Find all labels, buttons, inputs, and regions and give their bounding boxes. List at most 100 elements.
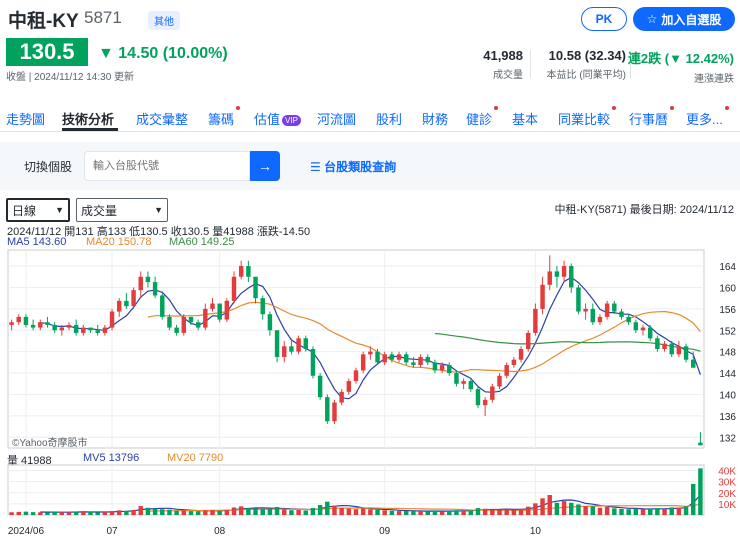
x-tick-label: 09 bbox=[379, 526, 391, 537]
tab-chips[interactable]: 籌碼 bbox=[208, 106, 241, 128]
vol-tick-label: 40K bbox=[718, 467, 736, 478]
candle-body bbox=[554, 271, 560, 277]
candle-body bbox=[511, 359, 517, 366]
notification-dot bbox=[612, 106, 617, 110]
volume-bar bbox=[497, 509, 502, 515]
candle-body bbox=[296, 338, 301, 352]
volume-bar bbox=[95, 512, 100, 515]
tab-valuation[interactable]: 估值 VIP bbox=[254, 109, 301, 128]
indicator-select[interactable]: 成交量 ▼ bbox=[76, 198, 168, 222]
candle-body bbox=[655, 338, 660, 349]
candle-body bbox=[490, 386, 495, 400]
stock-name: 中租-KY bbox=[8, 11, 79, 32]
vol-label: 量 41988 bbox=[7, 455, 52, 467]
volume-bar bbox=[619, 509, 624, 515]
candle-body bbox=[325, 397, 330, 422]
candle-body bbox=[102, 327, 108, 333]
candle-body bbox=[217, 303, 222, 320]
divider bbox=[530, 50, 531, 78]
candle-body bbox=[683, 346, 689, 360]
notification-dot bbox=[236, 106, 241, 110]
volume-bar bbox=[160, 509, 165, 515]
volume-bar bbox=[368, 509, 373, 515]
ma20-label: MA20 150.78 bbox=[86, 236, 152, 248]
y-tick-label: 136 bbox=[719, 412, 736, 423]
period-select[interactable]: 日線 ▼ bbox=[6, 198, 70, 222]
candle-body bbox=[131, 290, 136, 307]
tab-river[interactable]: 河流圖 bbox=[317, 112, 357, 127]
candle-body bbox=[231, 276, 237, 301]
candle-body bbox=[138, 276, 143, 291]
tab-health[interactable]: 健診 bbox=[466, 106, 499, 128]
volume-bar bbox=[66, 512, 72, 515]
y-tick-label: 144 bbox=[719, 369, 736, 380]
candle-body bbox=[619, 311, 624, 317]
pk-button[interactable]: PK bbox=[581, 7, 627, 31]
ohlc-info: 2024/11/12 開131 高133 低130.5 收130.5 量4198… bbox=[7, 226, 311, 238]
tab-trades[interactable]: 成交彙整 bbox=[136, 112, 189, 127]
candle-body bbox=[561, 266, 567, 277]
volume-bar bbox=[353, 509, 359, 515]
tab-calendar[interactable]: 行事曆 bbox=[629, 106, 675, 128]
update-time: 收盤 | 2024/11/12 14:30 更新 bbox=[6, 72, 135, 83]
candle-body bbox=[432, 362, 438, 371]
candle-body bbox=[303, 338, 308, 349]
candle-body bbox=[576, 287, 581, 312]
volume-bar bbox=[360, 508, 366, 515]
candle-body bbox=[482, 399, 488, 406]
candle-body bbox=[425, 357, 430, 363]
candle-body bbox=[332, 402, 337, 422]
volume-bar bbox=[246, 508, 251, 515]
candle-body bbox=[368, 351, 373, 355]
candle-body bbox=[282, 346, 287, 358]
y-tick-label: 132 bbox=[719, 433, 736, 444]
volume-bar bbox=[38, 512, 43, 515]
candle-body bbox=[23, 316, 29, 325]
tab-peers[interactable]: 同業比較 bbox=[558, 106, 617, 128]
candle-body bbox=[540, 284, 545, 309]
volume-bar bbox=[296, 510, 301, 515]
volume-bar bbox=[188, 511, 194, 515]
tab-dividend[interactable]: 股利 bbox=[376, 112, 403, 127]
tab-technical[interactable]: 技術分析 bbox=[62, 112, 115, 127]
ma60-label: MA60 149.25 bbox=[169, 236, 235, 248]
candle-body bbox=[124, 300, 129, 307]
volume-bar bbox=[468, 510, 474, 515]
candle-body bbox=[260, 298, 265, 315]
add-watchlist-button[interactable]: ☆ 加入自選股 bbox=[633, 7, 735, 31]
volume-bar bbox=[73, 511, 79, 515]
y-tick-label: 156 bbox=[719, 305, 736, 316]
volume-bar bbox=[210, 510, 215, 515]
tab-bar: 走勢圖 技術分析 成交彙整 籌碼 估值 VIP 河流圖 股利 財務 健診 基本 同… bbox=[0, 104, 740, 132]
last-date: 中租-KY(5871) 最後日期: 2024/11/12 bbox=[554, 204, 734, 216]
chart-watermark: ©Yahoo奇摩股市 bbox=[12, 436, 88, 449]
tab-more[interactable]: 更多... bbox=[686, 106, 729, 128]
price-chart[interactable]: 132 136 140 144 148 152 156 160 164 ©Yahoo奇摩股市 bbox=[0, 248, 740, 452]
candle-body bbox=[30, 324, 36, 328]
volume-bar bbox=[511, 509, 517, 515]
category-tag[interactable]: 其他 bbox=[148, 11, 180, 30]
candle-body bbox=[647, 327, 653, 339]
volume-bar bbox=[432, 510, 438, 515]
candle-body bbox=[353, 370, 359, 382]
tab-basic[interactable]: 基本 bbox=[512, 112, 539, 127]
volume-bar bbox=[389, 510, 395, 515]
volume-bar bbox=[167, 509, 172, 515]
stock-search-input[interactable] bbox=[84, 151, 250, 181]
stat-volume: 41,988 成交量 bbox=[483, 48, 523, 81]
tab-financial[interactable]: 財務 bbox=[422, 112, 449, 127]
volume-bar bbox=[404, 510, 409, 515]
category-query-link[interactable]: ☰ 台股類股查詢 bbox=[310, 160, 397, 174]
volume-bar bbox=[569, 502, 574, 515]
candle-body bbox=[59, 327, 65, 331]
volume-bar bbox=[655, 508, 660, 515]
search-go-button[interactable]: → bbox=[250, 151, 280, 181]
volume-bar bbox=[102, 511, 108, 515]
ma5-line bbox=[40, 276, 701, 400]
x-tick-label: 08 bbox=[214, 526, 226, 537]
candle-body bbox=[38, 322, 43, 328]
candle-body bbox=[518, 349, 524, 360]
tab-trend[interactable]: 走勢圖 bbox=[6, 112, 46, 127]
volume-bar bbox=[669, 507, 674, 515]
